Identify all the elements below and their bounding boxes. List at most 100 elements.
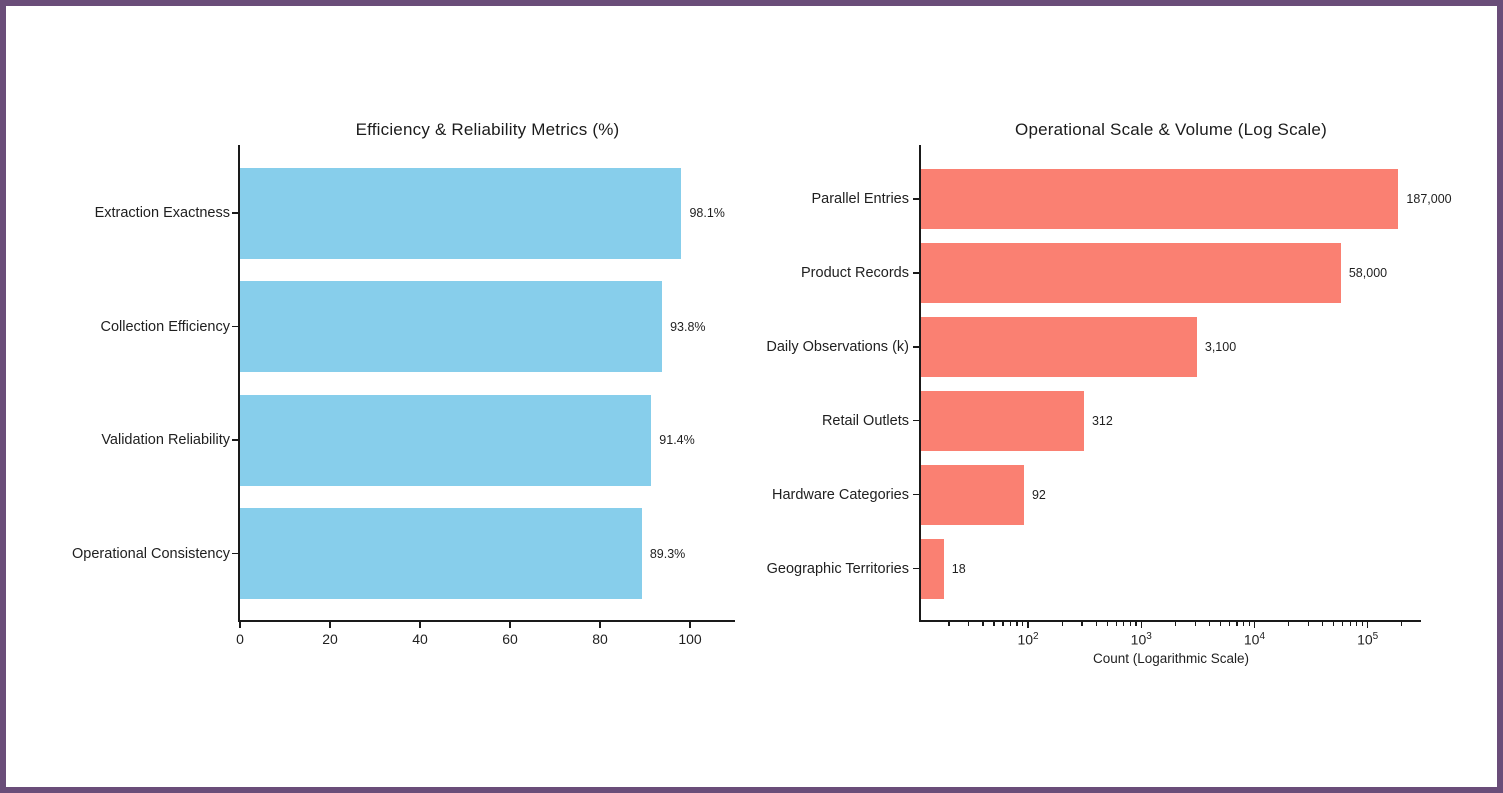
y-tick xyxy=(232,439,238,441)
bar-value-label: 91.4% xyxy=(659,433,695,447)
x-minor-tick xyxy=(1307,622,1310,626)
x-tick-label: 105 xyxy=(1357,631,1379,648)
x-minor-tick xyxy=(1341,622,1344,626)
x-tick xyxy=(1027,622,1029,628)
bar xyxy=(921,390,1084,451)
y-tick xyxy=(913,346,919,348)
x-minor-tick xyxy=(1208,622,1210,626)
category-label: Retail Outlets xyxy=(821,412,909,429)
bar-value-label: 92 xyxy=(1031,487,1046,502)
x-tick xyxy=(329,622,331,628)
x-minor-tick xyxy=(1174,622,1176,626)
x-tick-label: 60 xyxy=(502,631,518,647)
y-tick xyxy=(232,325,238,328)
x-minor-tick xyxy=(1287,622,1290,626)
y-tick xyxy=(913,419,919,422)
category-label: Extraction Exactness xyxy=(94,205,230,221)
x-axis-spine xyxy=(919,620,1421,622)
x-minor-tick xyxy=(1016,622,1018,626)
y-tick xyxy=(913,272,919,274)
x-tick xyxy=(239,622,241,628)
x-axis-spine xyxy=(238,620,735,622)
category-label: Product Records xyxy=(801,264,909,281)
right-chart-x-axis-label: Count (Logarithmic Scale) xyxy=(1092,651,1250,666)
x-minor-tick xyxy=(1009,622,1012,626)
bar-value-label: 18 xyxy=(951,561,966,576)
bar xyxy=(240,508,642,599)
bar xyxy=(921,242,1341,303)
x-tick xyxy=(1253,622,1256,628)
category-label: Operational Consistency xyxy=(72,545,230,562)
x-minor-tick xyxy=(948,622,950,626)
y-tick xyxy=(913,198,919,200)
x-tick-label: 104 xyxy=(1243,631,1266,648)
x-minor-tick xyxy=(1322,622,1324,626)
x-minor-tick xyxy=(982,622,984,626)
x-minor-tick xyxy=(1242,622,1245,626)
x-tick-label: 80 xyxy=(592,631,608,647)
x-minor-tick xyxy=(1194,622,1196,626)
bar-value-label: 3,100 xyxy=(1204,339,1237,354)
bar xyxy=(921,464,1024,525)
x-minor-tick xyxy=(1349,622,1351,626)
category-label: Daily Observations (k) xyxy=(766,338,909,355)
x-minor-tick xyxy=(1248,622,1250,626)
category-label: Parallel Entries xyxy=(811,191,909,207)
x-minor-tick xyxy=(1123,622,1125,626)
x-tick xyxy=(689,622,691,628)
bar xyxy=(240,394,652,486)
left-chart-plot-area: Extraction Exactness 98.1% Collection Effi… xyxy=(72,145,735,647)
category-label: Hardware Categories xyxy=(771,486,909,503)
x-minor-tick xyxy=(1356,622,1358,626)
x-tick-label: 100 xyxy=(678,631,702,647)
x-minor-tick xyxy=(968,622,970,626)
right-chart-title: Operational Scale & Volume (Log Scale) xyxy=(1015,120,1327,139)
bar xyxy=(240,167,682,259)
x-minor-tick xyxy=(1095,622,1097,626)
bar xyxy=(240,281,663,372)
y-axis-spine xyxy=(919,145,921,622)
x-tick xyxy=(419,622,421,628)
x-minor-tick xyxy=(1115,622,1117,626)
category-label: Collection Efficiency xyxy=(100,318,231,335)
x-minor-tick xyxy=(1129,622,1131,626)
bar xyxy=(921,538,944,599)
x-tick xyxy=(599,622,601,628)
bar xyxy=(921,169,1399,229)
x-tick xyxy=(1366,622,1369,628)
y-tick xyxy=(913,493,919,496)
bar-value-label: 98.1% xyxy=(689,206,725,220)
bar xyxy=(921,316,1197,377)
y-axis-spine xyxy=(238,145,240,622)
x-minor-tick xyxy=(1332,622,1335,626)
y-tick xyxy=(232,552,238,555)
x-minor-tick xyxy=(1361,622,1364,626)
x-tick xyxy=(509,622,511,628)
bar-value-label: 93.8% xyxy=(670,319,706,334)
x-tick-label: 0 xyxy=(236,631,244,647)
left-chart-title: Efficiency & Reliability Metrics (%) xyxy=(355,120,620,139)
bar-value-label: 89.3% xyxy=(649,546,686,561)
right-chart-plot-area: Parallel Entries 187,000 Product Records 58… xyxy=(766,145,1452,648)
x-minor-tick xyxy=(1022,622,1024,626)
category-label: Geographic Territories xyxy=(766,560,909,577)
x-minor-tick xyxy=(1228,622,1230,626)
y-tick xyxy=(232,212,238,214)
bar-value-label: 187,000 xyxy=(1406,192,1452,206)
x-minor-tick xyxy=(1401,622,1403,626)
x-tick-label: 40 xyxy=(412,631,428,647)
x-tick-label: 102 xyxy=(1017,631,1039,648)
x-minor-tick xyxy=(1081,622,1083,626)
x-tick-label: 103 xyxy=(1130,631,1152,648)
x-minor-tick xyxy=(993,622,995,626)
x-minor-tick xyxy=(1135,622,1137,626)
x-minor-tick xyxy=(1002,622,1004,626)
x-minor-tick xyxy=(1219,622,1221,626)
category-label: Validation Reliability xyxy=(101,432,230,448)
x-minor-tick xyxy=(1106,622,1108,626)
x-tick xyxy=(1140,622,1142,628)
x-minor-tick xyxy=(1236,622,1238,626)
x-tick-label: 20 xyxy=(322,631,338,647)
bar-value-label: 58,000 xyxy=(1348,265,1388,280)
